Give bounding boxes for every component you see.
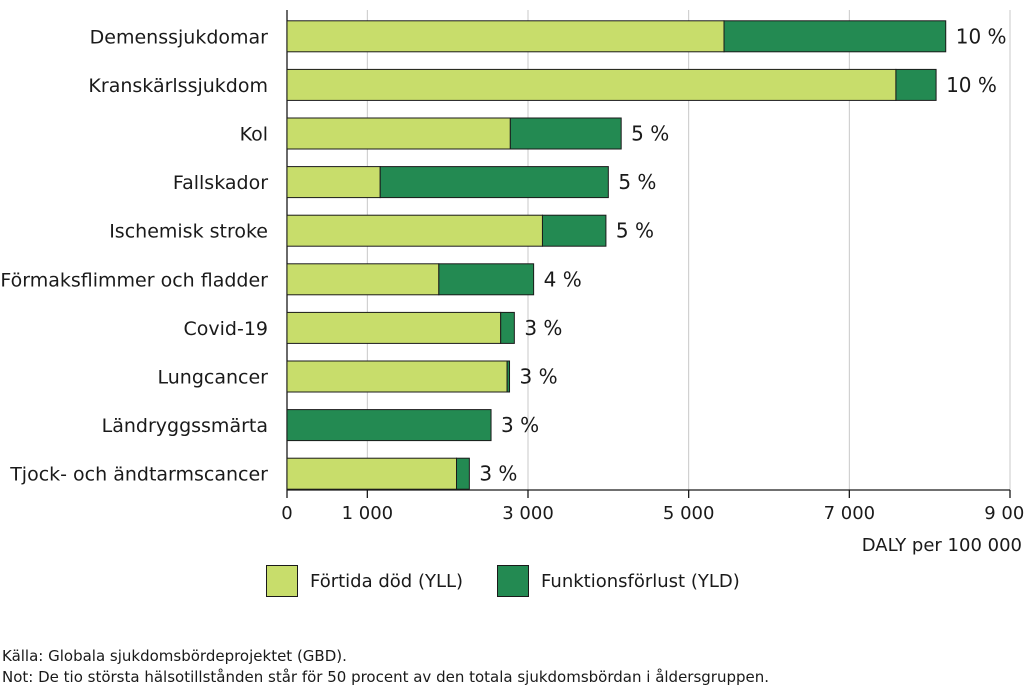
x-tick-label: 9 000: [984, 503, 1024, 524]
category-label: Demenssjukdomar: [90, 26, 269, 48]
percent-label: 5 %: [616, 219, 654, 243]
bar-segment-yll: [286, 311, 502, 344]
percent-label: 3 %: [501, 413, 539, 437]
x-tick-label: 3 000: [502, 503, 554, 524]
legend-label-yld: Funktionsförlust (YLD): [541, 570, 740, 592]
category-label: Fallskador: [173, 172, 268, 194]
category-label: Kol: [240, 124, 268, 146]
category-label: Kranskärlssjukdom: [88, 75, 268, 97]
legend-item-yll: Förtida död (YLL): [266, 565, 463, 597]
percent-label: 10 %: [956, 24, 1007, 48]
bar-segment-yld: [500, 311, 515, 344]
labels: 0 1 000 3 000 5 000 7 000 9 000 Demenssjukdoma…: [0, 24, 1024, 524]
percent-label: 10 %: [946, 73, 997, 97]
bar-segment-yld: [509, 117, 622, 150]
legend-swatch-yll: [266, 565, 298, 597]
chart: 0 1 000 3 000 5 000 7 000 9 000 Demenssjukdoma…: [0, 10, 1024, 556]
bar-segment-yll: [286, 457, 458, 490]
bar-segment-yll: [286, 68, 897, 101]
bar-segment-yld: [895, 68, 937, 101]
category-label: Ischemisk stroke: [109, 221, 268, 243]
bar-segment-yld: [286, 409, 492, 442]
source-note: Källa: Globala sjukdomsbördeprojektet (G…: [2, 647, 347, 665]
bar-segment-yll: [286, 263, 440, 296]
x-tick-label: 1 000: [342, 503, 394, 524]
bar-segment-yll: [286, 360, 508, 393]
bar-segment-yll: [286, 117, 511, 150]
x-tick-label: 5 000: [663, 503, 715, 524]
percent-label: 5 %: [618, 170, 656, 194]
bar-segment-yld: [438, 263, 535, 296]
footnote: Not: De tio största hälsotillstånden stå…: [2, 668, 770, 686]
percent-label: 3 %: [520, 365, 558, 389]
bar-segment-yld: [723, 20, 947, 53]
percent-label: 5 %: [631, 122, 669, 146]
bars: [286, 20, 947, 490]
bar-segment-yld: [456, 457, 470, 490]
x-axis-title: DALY per 100 000: [862, 535, 1022, 556]
percent-label: 3 %: [479, 462, 517, 486]
category-label: Tjock- och ändtarmscancer: [9, 464, 268, 486]
x-tick-label: 7 000: [824, 503, 876, 524]
legend-swatch-yld: [497, 565, 530, 597]
legend-label-yll: Förtida död (YLL): [310, 570, 464, 592]
bar-segment-yll: [286, 20, 725, 53]
percent-label: 3 %: [524, 316, 562, 340]
bar-segment-yll: [286, 166, 381, 199]
bar-segment-yld: [379, 166, 609, 199]
category-label: Ländryggssmärta: [102, 415, 268, 437]
bar-segment-yld: [506, 360, 511, 393]
x-tick-label: 0: [281, 503, 292, 524]
bar-segment-yll: [286, 214, 543, 247]
bar-segment-yld: [541, 214, 607, 247]
category-label: Covid-19: [183, 318, 268, 340]
legend-item-yld: Funktionsförlust (YLD): [497, 565, 740, 597]
category-label: Förmaksflimmer och fladder: [0, 269, 268, 291]
legend: Förtida död (YLL) Funktionsförlust (YLD): [266, 565, 774, 597]
category-label: Lungcancer: [158, 367, 269, 389]
chart-notes: Källa: Globala sjukdomsbördeprojektet (G…: [2, 646, 769, 688]
percent-label: 4 %: [544, 267, 582, 291]
